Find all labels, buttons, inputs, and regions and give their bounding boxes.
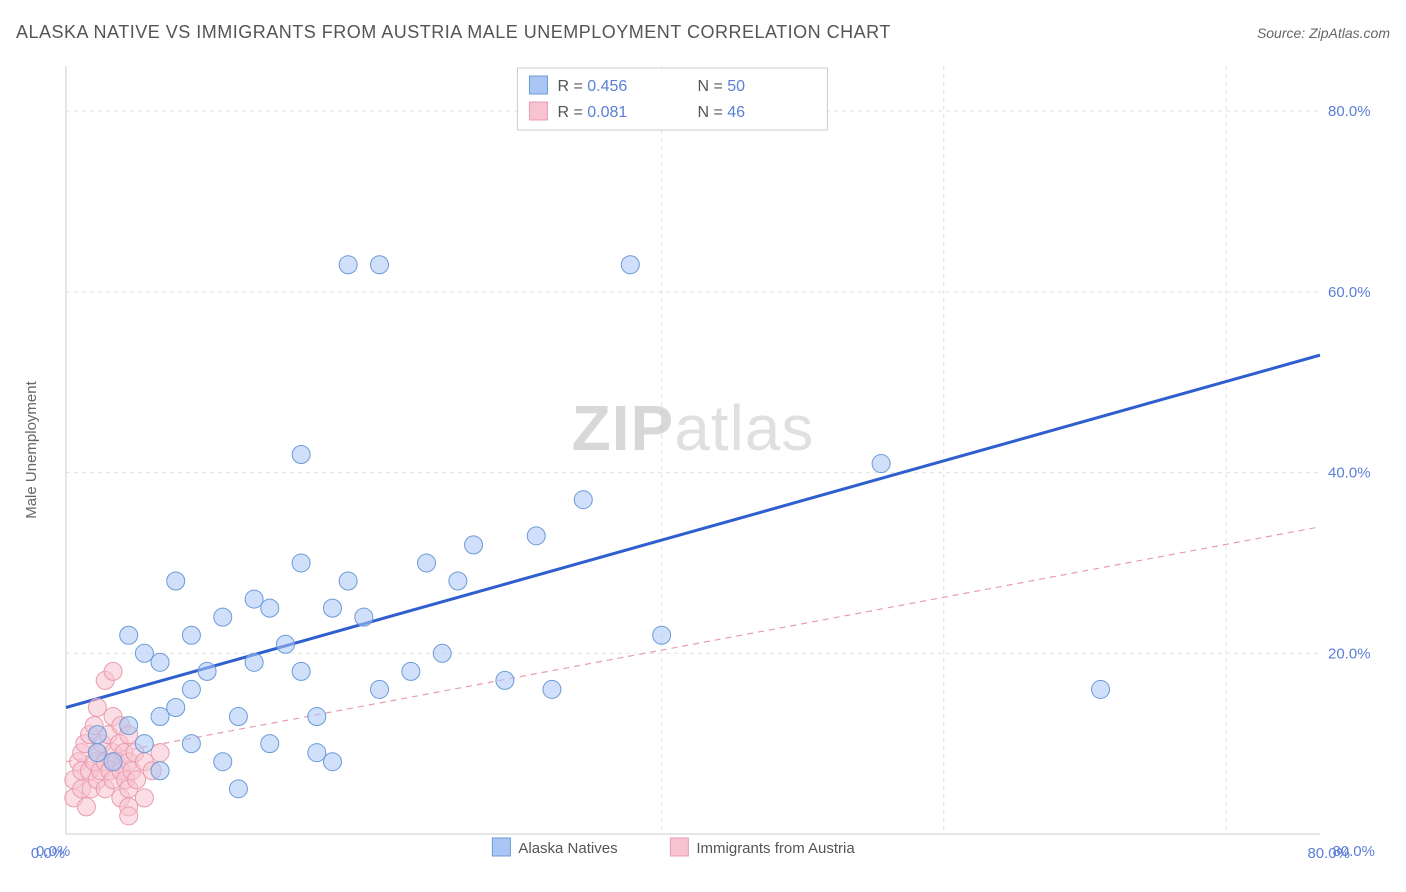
svg-text:N = 50: N = 50 [697,78,745,95]
svg-text:Alaska Natives: Alaska Natives [518,840,617,857]
svg-text:40.0%: 40.0% [1328,465,1371,482]
chart-header: ALASKA NATIVE VS IMMIGRANTS FROM AUSTRIA… [16,22,1390,43]
svg-text:Male Unemployment: Male Unemployment [23,380,40,518]
chart-source: Source: ZipAtlas.com [1257,25,1390,41]
svg-text:60.0%: 60.0% [1328,284,1371,301]
chart-title: ALASKA NATIVE VS IMMIGRANTS FROM AUSTRIA… [16,22,891,43]
source-prefix: Source: [1257,25,1309,41]
svg-text:Immigrants from Austria: Immigrants from Austria [696,840,855,857]
svg-text:20.0%: 20.0% [1328,645,1371,662]
svg-text:0.0%: 0.0% [31,845,65,862]
svg-text:N = 46: N = 46 [697,104,745,121]
chart-container: 20.0%40.0%60.0%80.0%0.0%80.0%0.0%80.0%Ma… [16,56,1390,872]
svg-text:80.0%: 80.0% [1328,103,1371,120]
svg-text:ZIPatlas: ZIPatlas [572,392,815,464]
svg-text:R = 0.456: R = 0.456 [557,78,627,95]
svg-text:80.0%: 80.0% [1307,845,1350,862]
svg-text:R = 0.081: R = 0.081 [557,104,627,121]
source-name: ZipAtlas.com [1309,25,1390,41]
scatter-chart: 20.0%40.0%60.0%80.0%0.0%80.0%0.0%80.0%Ma… [16,56,1390,872]
